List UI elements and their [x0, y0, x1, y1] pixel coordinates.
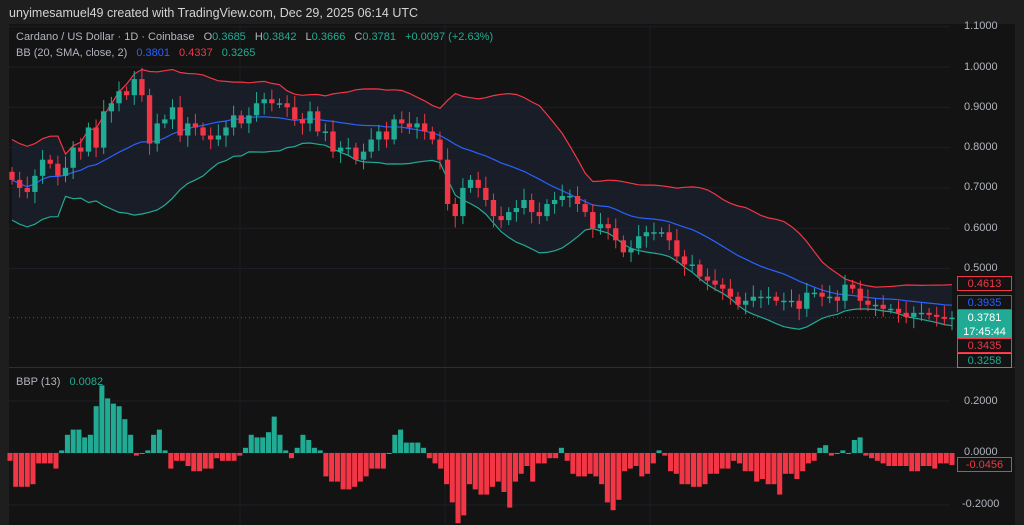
price-tick: 0.5000: [964, 262, 998, 274]
low-label: L: [305, 31, 312, 43]
candlesticks: [9, 67, 955, 331]
bb-label: BB (20, SMA, close, 2): [16, 47, 128, 59]
last-price-tag: 0.3781 17:45:44: [957, 310, 1012, 339]
bb-legend[interactable]: BB (20, SMA, close, 2) 0.3801 0.4337 0.3…: [16, 47, 255, 59]
chart-credit: unyimesamuel49 created with TradingView.…: [9, 6, 419, 20]
bb-upper-value: 0.4337: [179, 47, 213, 59]
low-value: 0.3666: [311, 31, 346, 43]
high-label: H: [254, 31, 263, 43]
bbp-label: BBP (13): [16, 376, 61, 388]
bar-countdown: 17:45:44: [963, 326, 1006, 338]
bb-basis-tag: 0.3935: [957, 295, 1012, 310]
bb-basis-value: 0.3801: [136, 47, 170, 59]
price-tick: 0.6000: [964, 222, 998, 234]
price-tick: 1.0000: [964, 61, 998, 73]
open-label: O: [203, 31, 213, 43]
price-tick: 0.9000: [964, 101, 998, 113]
right-edge: [1015, 24, 1024, 525]
bbp-tick: -0.2000: [962, 498, 1000, 510]
pane-divider[interactable]: [9, 367, 1015, 368]
low-tag: 0.3435: [957, 338, 1012, 353]
bb-upper-tag: 0.4613: [957, 276, 1012, 291]
bbp-histogram: [7, 385, 955, 524]
bb-lower-tag: 0.3258: [957, 353, 1012, 368]
bbp-tick: 0.0000: [964, 446, 998, 458]
change-value: +0.0097 (+2.63%): [405, 31, 494, 43]
bbp-tick: 0.2000: [964, 395, 998, 407]
bb-lower-value: 0.3265: [221, 47, 256, 59]
last-price: 0.3781: [967, 312, 1002, 324]
price-tick: 0.8000: [964, 141, 998, 153]
bollinger-band: [11, 68, 953, 330]
high-value: 0.3842: [262, 31, 297, 43]
open-value: 0.3685: [212, 31, 246, 43]
bbp-value-tag: -0.0456: [957, 457, 1012, 472]
symbol-title: Cardano / US Dollar · 1D · Coinbase: [16, 31, 195, 43]
price-tick: 0.7000: [964, 181, 998, 193]
bbp-value: 0.0082: [69, 376, 104, 388]
close-value: 0.3781: [362, 31, 396, 43]
bbp-legend[interactable]: BBP (13) 0.0082: [16, 376, 103, 388]
close-label: C: [354, 31, 363, 43]
symbol-legend[interactable]: Cardano / US Dollar · 1D · Coinbase O0.3…: [16, 31, 493, 43]
price-tick: 1.1000: [964, 20, 998, 32]
